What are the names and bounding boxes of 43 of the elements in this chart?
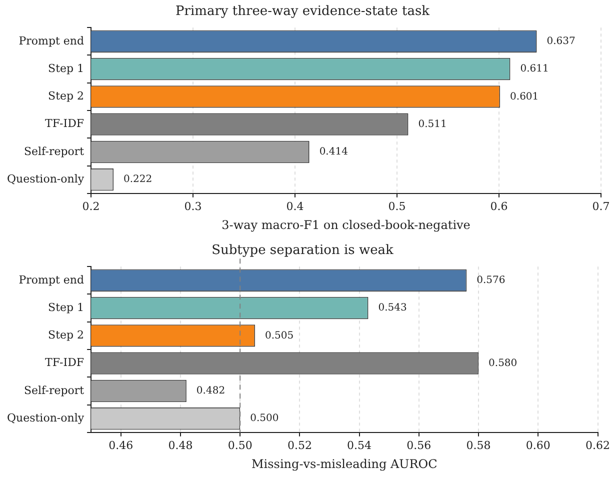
x-tick-label: 0.7	[592, 200, 610, 213]
y-tick-label: Step 2	[48, 90, 84, 103]
x-tick-label: 0.60	[526, 438, 550, 452]
x-axis-title: 3-way macro-F1 on closed-book-negative	[222, 218, 470, 232]
data-label: 0.505	[264, 330, 294, 342]
y-tick-label: Prompt end	[18, 34, 84, 48]
chart-title: Subtype separation is weak	[212, 243, 394, 258]
y-tick-label: Step 1	[48, 300, 84, 314]
x-tick-label: 0.6	[490, 200, 508, 213]
y-tick-label: Question-only	[6, 411, 85, 424]
data-label: 0.576	[476, 275, 506, 286]
x-tick-label: 0.3	[184, 200, 202, 213]
x-tick-label: 0.56	[406, 438, 432, 452]
data-label: 0.222	[123, 174, 152, 186]
x-axis-title: Missing-vs-misleading AUROC	[252, 456, 438, 471]
x-tick-label: 0.58	[466, 438, 491, 452]
data-label: 0.482	[196, 386, 226, 397]
data-label: 0.511	[418, 118, 447, 130]
y-tick-label: TF-IDF	[45, 117, 84, 130]
data-label: 0.500	[250, 413, 279, 424]
x-tick-label: 0.52	[287, 438, 312, 452]
y-tick-label: Step 2	[48, 328, 84, 342]
x-tick-label: 0.62	[586, 438, 610, 452]
y-tick-label: TF-IDF	[45, 356, 84, 370]
data-label: 0.414	[319, 146, 348, 158]
y-tick-label: Step 1	[48, 62, 84, 75]
x-tick-label: 0.54	[347, 438, 372, 452]
y-tick-label: Prompt end	[18, 273, 84, 286]
x-tick-label: 0.5	[388, 200, 406, 213]
data-label: 0.611	[520, 64, 549, 75]
data-label: 0.580	[488, 358, 518, 369]
data-label: 0.637	[546, 36, 576, 48]
chart-title: Primary three-way evidence-state task	[175, 4, 430, 20]
data-label: 0.601	[510, 91, 539, 102]
x-tick-label: 0.2	[82, 200, 100, 213]
x-tick-label: 0.4	[286, 200, 304, 213]
x-tick-label: 0.50	[228, 438, 252, 452]
y-tick-label: Self-report	[24, 144, 85, 158]
x-tick-label: 0.46	[108, 438, 134, 452]
x-tick-label: 0.48	[168, 438, 193, 452]
y-tick-label: Self-report	[24, 384, 85, 397]
y-tick-label: Question-only	[6, 172, 85, 186]
data-label: 0.543	[378, 302, 407, 314]
